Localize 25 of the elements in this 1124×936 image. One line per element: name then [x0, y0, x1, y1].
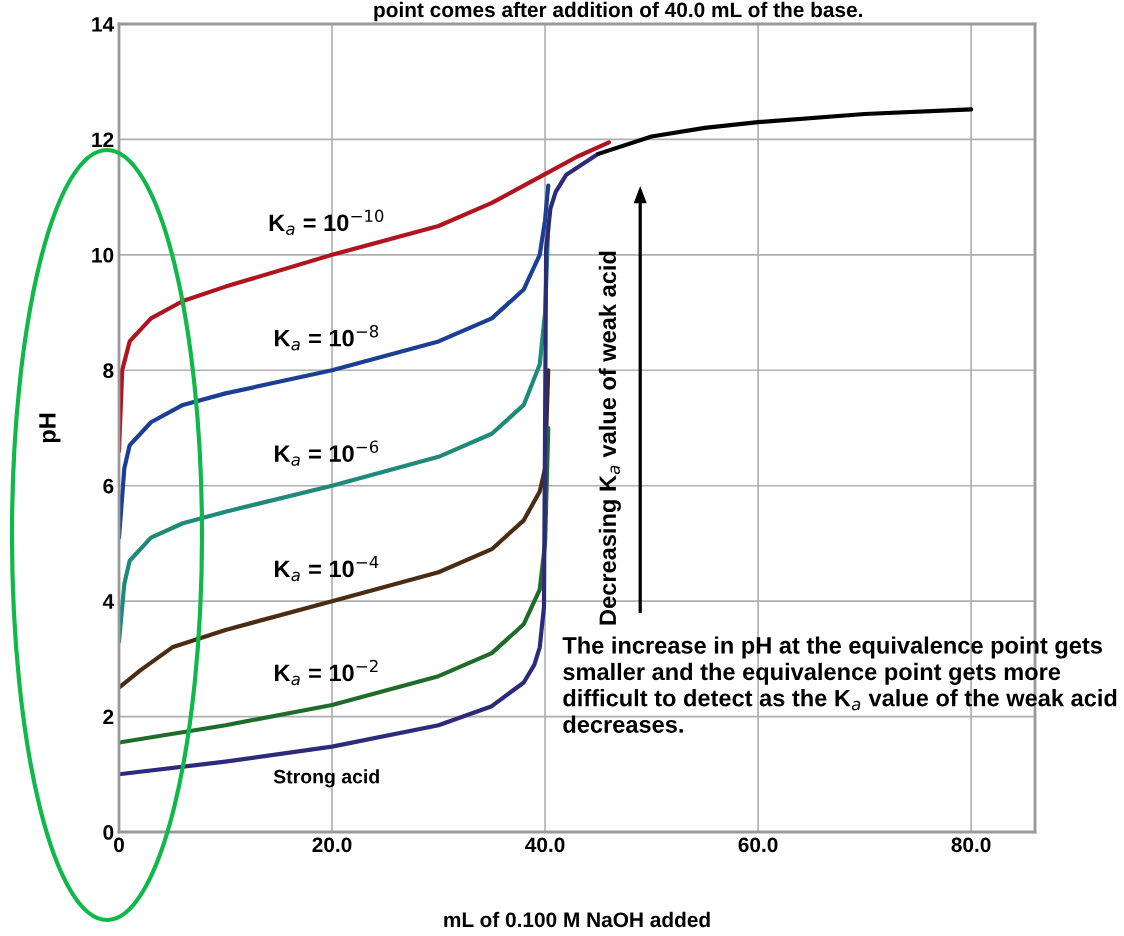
text: The increase in pH at the equivalence point gets smaller and the equivalence point gets more difficult to detect as the K$_{a}$ value of the weak acid decreases.	[562, 636, 1117, 733]
x-tick-label: 60.0	[738, 837, 778, 853]
x-axis-title: mL of 0.100 M NaOH added	[444, 911, 710, 928]
y-axis-title: pH	[39, 413, 61, 443]
series-label: K$_{a}$ = 10$^{−6}$	[275, 440, 379, 466]
series-label: K$_{a}$ = 10$^{−4}$	[275, 556, 379, 582]
y-tick-label: 8	[103, 363, 114, 379]
y-tick-label: 14	[92, 17, 115, 32]
y-tick-label: 2	[103, 709, 114, 725]
series-label: K$_{a}$ = 10$^{−2}$	[275, 659, 378, 686]
line-series	[596, 107, 974, 156]
series-label: Strong acid	[273, 769, 379, 788]
y-tick-label: 12	[92, 132, 114, 147]
chart-title: point comes after addition of 40.0 mL of the base.	[374, 1, 863, 22]
x-tick-label: 20.0	[312, 837, 352, 853]
y-tick-label: 10	[92, 247, 114, 263]
annotation: Decreasing K$_{a}$ value of weak acid	[598, 251, 621, 625]
y-tick-label: 6	[103, 478, 114, 494]
y-tick-label: 4	[102, 594, 115, 609]
series-label: K$_{a}$ = 10$^{−10}$	[269, 209, 384, 236]
series-label: K$_{a}$ = 10$^{−8}$	[275, 325, 379, 351]
y-tick-label: 0	[103, 825, 114, 840]
x-tick-label: 40.0	[525, 837, 565, 853]
x-tick-label: 80.0	[951, 837, 991, 853]
line-series	[119, 183, 551, 540]
